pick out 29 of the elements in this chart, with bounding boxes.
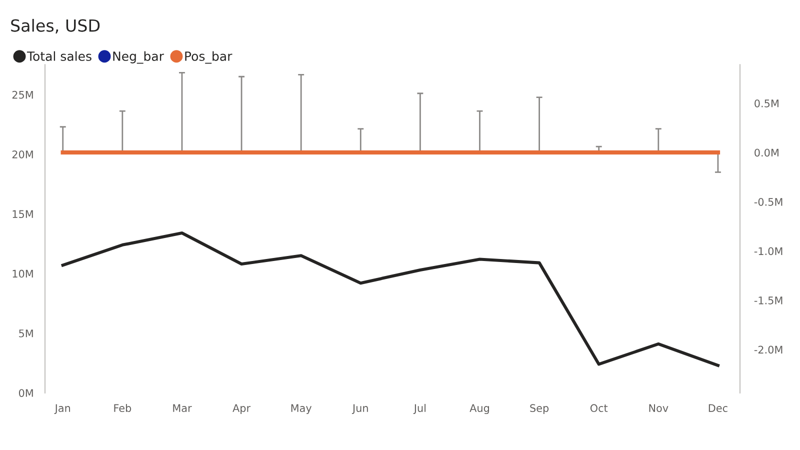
y-tick-label: 0M (18, 389, 33, 397)
x-tick-label: May (291, 404, 312, 414)
y2-tick-label: -0.5M (754, 198, 782, 206)
y-tick-label: 20M (12, 150, 33, 158)
chart-title: Sales, USD (11, 18, 100, 34)
x-tick-label: Jan (54, 404, 70, 414)
y2-tick-label: 0.0M (754, 148, 778, 157)
y2-tick-label: -1.5M (754, 296, 782, 304)
x-tick-label: Sep (530, 404, 549, 414)
line-series (61, 231, 720, 367)
x-tick-label: Jun (352, 404, 368, 414)
legend-label: Neg_bar (113, 51, 164, 64)
y-tick-label: 15M (12, 210, 33, 218)
x-tick-label: Aug (470, 404, 489, 414)
x-tick-label: Jul (413, 404, 426, 414)
x-tick-label: Apr (232, 404, 251, 414)
legend-label: Pos_bar (185, 51, 232, 64)
y2-tick-label: 0.5M (754, 99, 778, 108)
x-tick-label: Oct (590, 404, 608, 412)
y-tick-label: 10M (12, 270, 33, 278)
y2-tick-label: -2.0M (754, 346, 782, 354)
x-tick-label: Nov (649, 404, 668, 412)
x-tick-label: Feb (114, 404, 132, 412)
x-tick-label: Mar (173, 404, 192, 412)
legend-label: Total sales (26, 51, 92, 61)
y-tick-label: 5M (19, 330, 33, 338)
y-tick-label: 25M (12, 90, 33, 99)
y2-tick-label: -1.0M (754, 247, 782, 256)
x-tick-label: Dec (708, 404, 728, 412)
